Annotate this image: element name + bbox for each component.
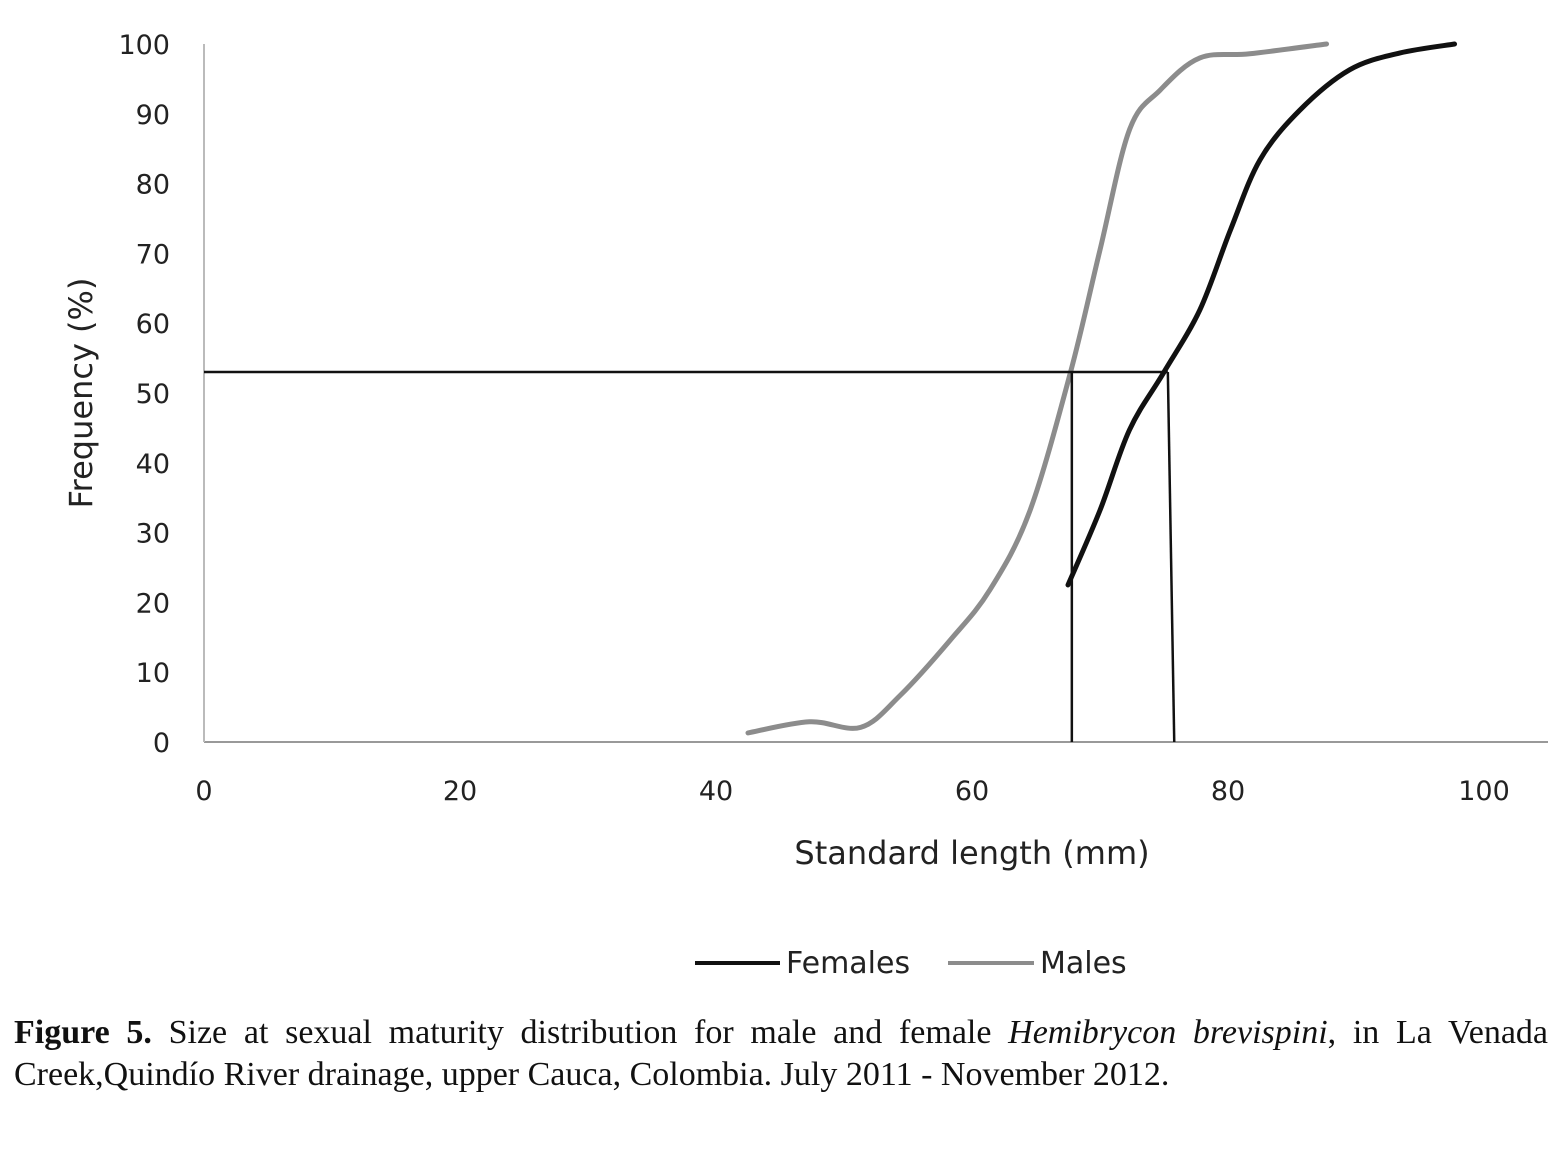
y-tick-label: 10 — [136, 658, 170, 689]
caption-text-end: , in La Venada Creek,Quindío River drain… — [14, 1014, 1548, 1093]
caption-species: Hemibrycon brevispini — [1008, 1014, 1328, 1051]
y-axis-label: Frequency (%) — [62, 278, 100, 509]
legend-label-females: Females — [786, 946, 910, 981]
y-tick-label: 60 — [136, 309, 170, 340]
x-tick-label: 0 — [195, 776, 212, 807]
x-axis-label: Standard length (mm) — [794, 834, 1149, 872]
caption-text: Size at sexual maturity distribution for… — [151, 1014, 1009, 1051]
y-tick-label: 90 — [136, 100, 170, 131]
x-tick-label: 80 — [1211, 776, 1245, 807]
y-tick-label: 100 — [118, 30, 170, 61]
series-line-females — [1065, 41, 1458, 588]
y-tick-label: 40 — [136, 449, 170, 480]
y-tick-label: 80 — [136, 170, 170, 201]
x-tick-label: 20 — [443, 776, 477, 807]
legend: Females Males — [695, 946, 1127, 981]
x-tick-label: 40 — [699, 776, 733, 807]
y-tick-label: 30 — [136, 519, 170, 550]
caption-label: Figure 5. — [14, 1014, 152, 1051]
chart: 0 20 40 60 80 100 0 10 20 30 40 50 60 70 80 90 100 Stand… — [62, 30, 1548, 981]
figure-caption: Figure 5. Size at sexual maturity distri… — [14, 1012, 1548, 1096]
y-tick-label: 0 — [153, 728, 170, 759]
y-tick-label: 50 — [136, 379, 170, 410]
x-tick-label: 60 — [955, 776, 989, 807]
legend-label-males: Males — [1040, 946, 1127, 981]
series-line-males — [745, 41, 1330, 736]
female-maturity-vertical-line — [1166, 372, 1176, 743]
y-tick-label: 20 — [136, 588, 170, 619]
x-tick-label: 100 — [1458, 776, 1510, 807]
y-tick-label: 70 — [136, 239, 170, 270]
